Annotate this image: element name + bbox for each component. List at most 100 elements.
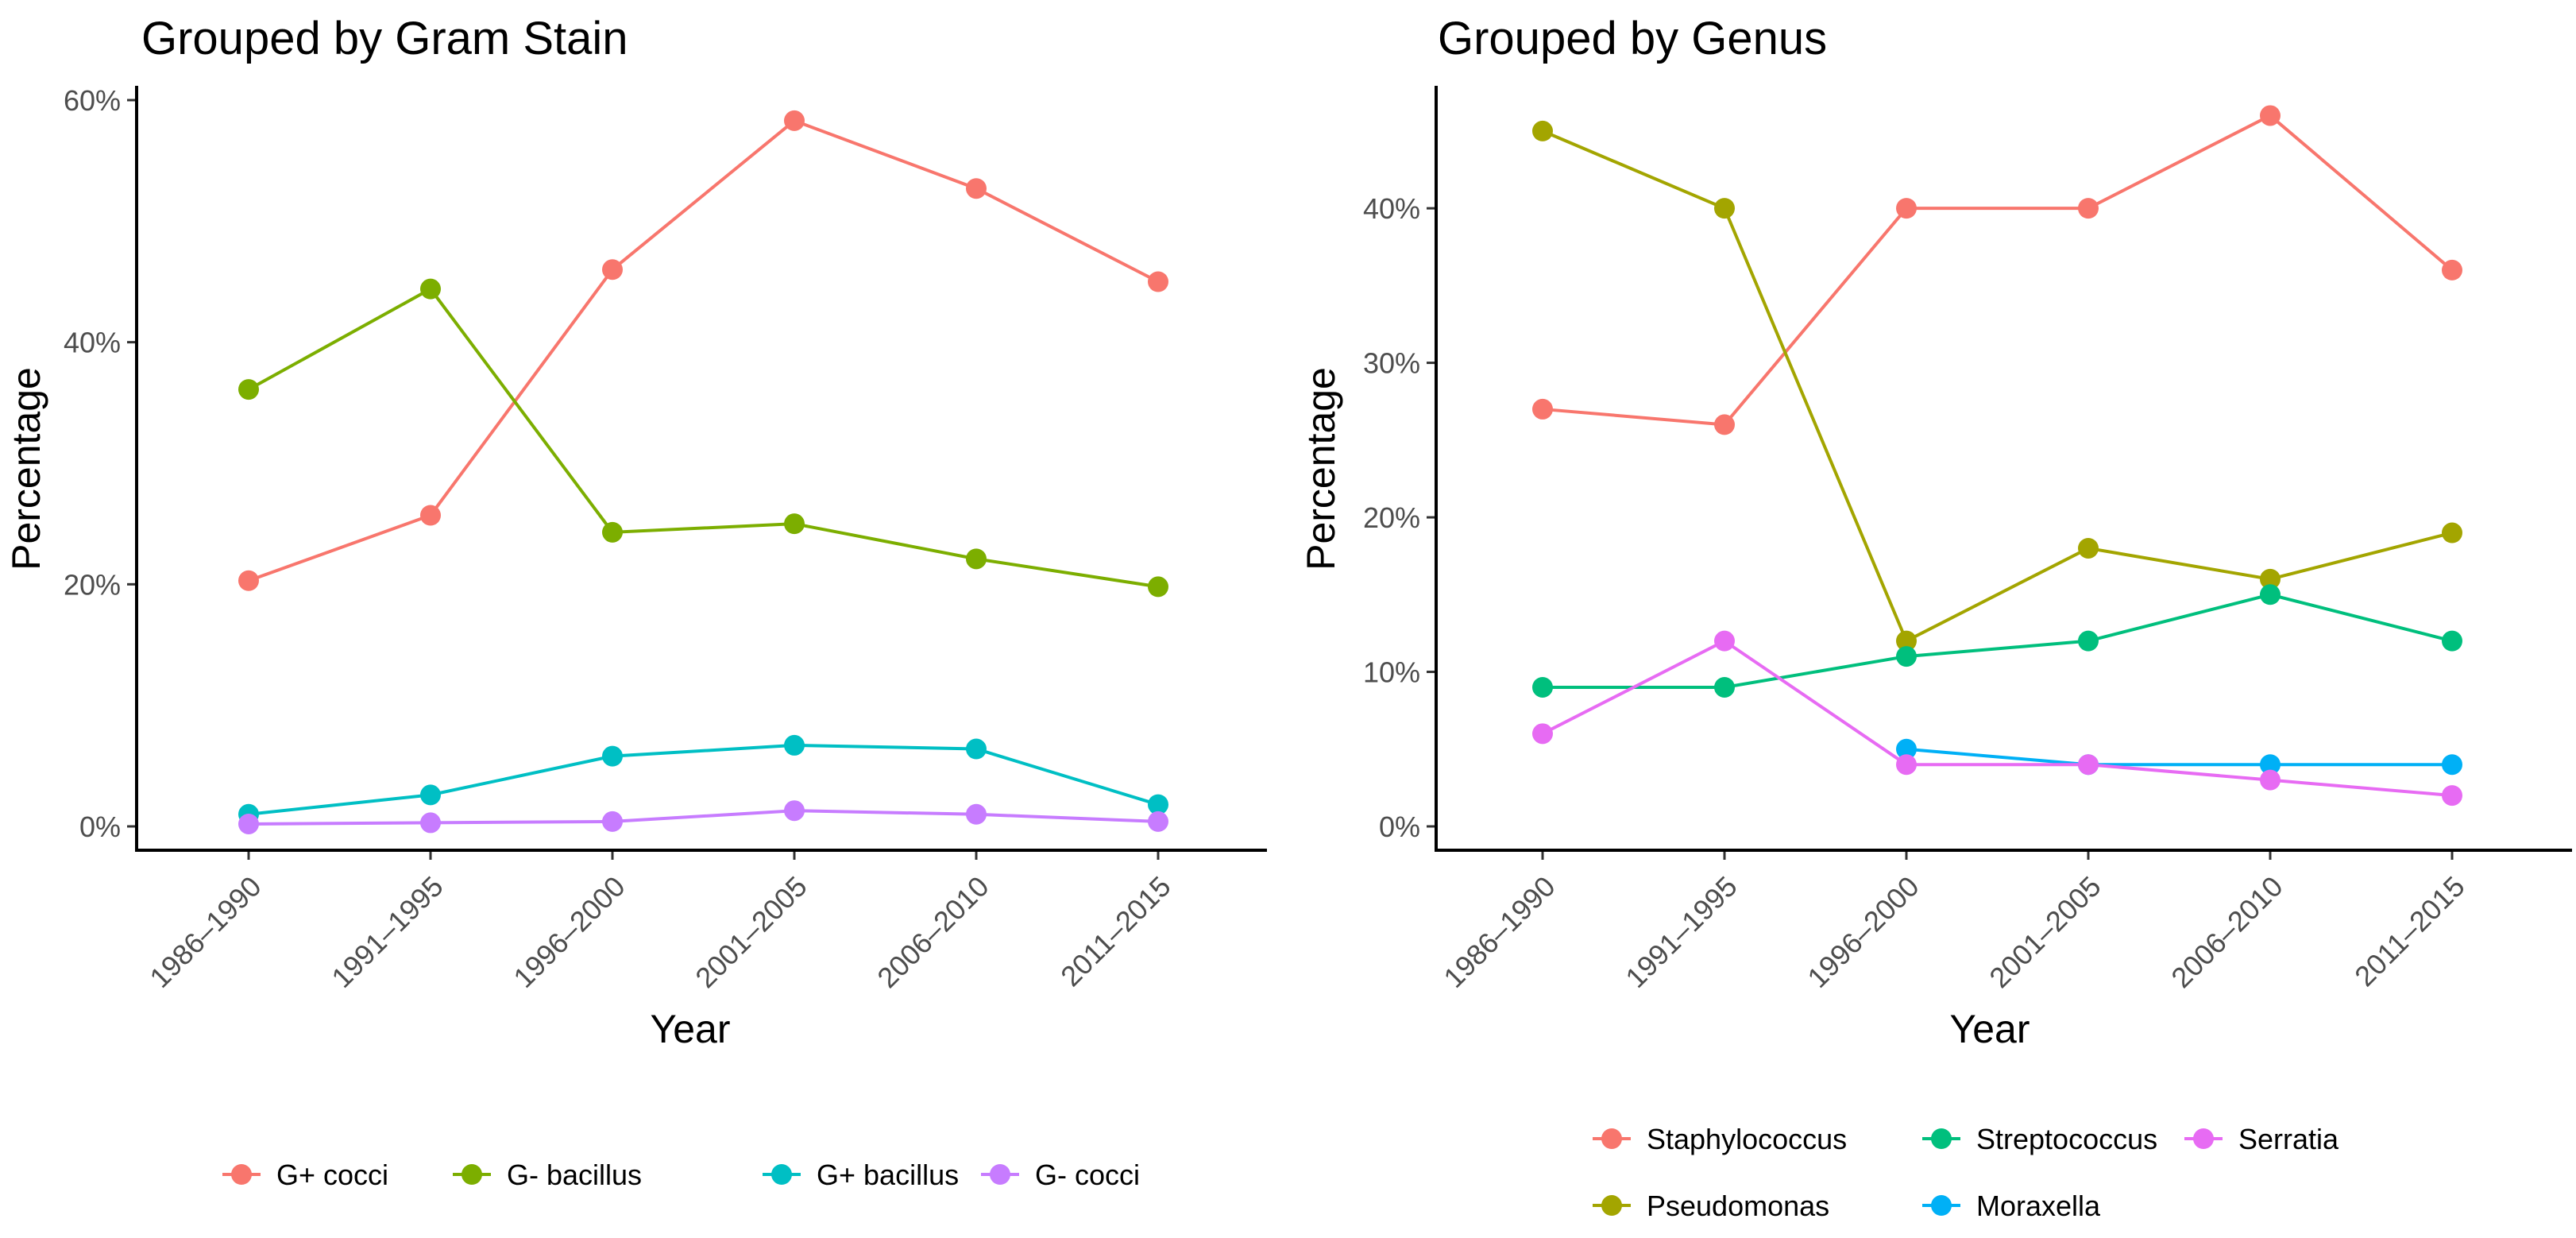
series-line — [1543, 593, 2453, 689]
data-point — [2260, 769, 2281, 791]
data-point — [1532, 398, 1553, 420]
data-point — [602, 521, 623, 543]
panel-genus: Grouped by Genus Percentage Year 0% 10% 20… — [1299, 13, 2572, 1222]
data-point — [602, 259, 623, 280]
series-line — [248, 743, 1159, 816]
x-tick-label: 1991–1995 — [325, 870, 449, 994]
data-point — [1532, 120, 1553, 141]
legend-label: Pseudomonas — [1647, 1190, 1829, 1222]
data-point — [2442, 259, 2462, 280]
legend-label: Moraxella — [1976, 1190, 2101, 1222]
series-line — [1906, 747, 2452, 767]
data-point — [238, 813, 259, 834]
data-point — [238, 379, 259, 400]
data-point — [2442, 754, 2462, 776]
data-point — [420, 278, 441, 300]
series-line — [248, 287, 1159, 589]
y-tick-label: 40% — [1363, 192, 1420, 225]
data-point — [1896, 738, 1917, 760]
series-line — [1542, 130, 2453, 644]
legend-key-point — [462, 1164, 482, 1185]
panel-gram-stain: Grouped by Gram Stain Percentage Year 0%… — [4, 13, 1267, 1191]
data-point — [2260, 584, 2281, 605]
x-axis-label: Year — [1949, 1007, 2030, 1051]
legend-key-point — [1601, 1195, 1622, 1216]
data-point — [784, 110, 805, 131]
series-line — [248, 809, 1159, 826]
x-tick-label: 2006–2010 — [2165, 870, 2288, 994]
data-point — [1148, 271, 1168, 292]
data-point — [420, 784, 441, 806]
x-tick-label: 2011–2015 — [2348, 870, 2471, 993]
data-point — [2260, 568, 2281, 590]
data-point — [2442, 785, 2462, 807]
x-tick-label: 2001–2005 — [689, 870, 813, 994]
legend-label: G+ bacillus — [817, 1159, 959, 1191]
legend-key-point — [2193, 1128, 2214, 1149]
legend-label: G- bacillus — [507, 1159, 642, 1191]
y-tick-label: 20% — [64, 568, 121, 601]
data-point — [1714, 676, 1735, 698]
data-point — [2260, 105, 2281, 126]
chart-title: Grouped by Genus — [1438, 13, 1827, 64]
x-tick-label: 1986–1990 — [1437, 870, 1561, 994]
x-tick-label: 1986–1990 — [143, 870, 267, 994]
data-point — [784, 513, 805, 535]
chart-title: Grouped by Gram Stain — [141, 13, 628, 64]
data-point — [2078, 630, 2099, 652]
data-point — [420, 505, 441, 526]
legend-label: Streptococcus — [1976, 1123, 2157, 1155]
y-axis-label: Percentage — [1299, 367, 1343, 571]
legend-label: G- cocci — [1035, 1159, 1140, 1191]
legend-key-point — [1931, 1128, 1952, 1149]
legend-label: Staphylococcus — [1647, 1123, 1847, 1155]
y-tick-label: 60% — [64, 84, 121, 117]
data-point — [1896, 630, 1917, 652]
data-point — [966, 738, 987, 760]
y-tick-label: 0% — [79, 811, 121, 843]
legend-key-point — [990, 1164, 1010, 1185]
data-point — [784, 800, 805, 822]
y-tick-label: 40% — [64, 327, 121, 359]
data-point — [1714, 198, 1735, 219]
data-point — [2078, 198, 2099, 219]
y-tick-label: 20% — [1363, 501, 1420, 534]
y-tick-label: 0% — [1379, 811, 1420, 843]
data-point — [1714, 414, 1735, 435]
legend-key-point — [771, 1164, 792, 1185]
x-tick-label: 1996–2000 — [1801, 870, 1925, 994]
data-point — [2442, 522, 2462, 544]
legend-key-point — [231, 1164, 252, 1185]
data-point — [1532, 723, 1553, 745]
data-point — [1532, 676, 1553, 698]
series-line — [248, 118, 1159, 582]
data-point — [1148, 811, 1168, 832]
data-point — [1714, 630, 1735, 652]
data-point — [602, 811, 623, 832]
data-point — [784, 734, 805, 756]
legend-label: G+ cocci — [276, 1159, 388, 1191]
x-tick-label: 1991–1995 — [1619, 870, 1743, 994]
x-tick-label: 2006–2010 — [871, 870, 994, 994]
series-line — [1542, 114, 2454, 427]
y-axis-label: Percentage — [4, 367, 48, 571]
data-point — [2078, 754, 2099, 776]
data-point — [238, 570, 259, 591]
x-tick-label: 2001–2005 — [1983, 870, 2107, 994]
data-point — [1896, 646, 1917, 667]
legend-label: Serratia — [2238, 1123, 2339, 1155]
legend: Staphylococcus Streptococcus Serratia Pseud… — [1593, 1123, 2339, 1222]
data-point — [420, 812, 441, 834]
x-tick-label: 1996–2000 — [507, 870, 631, 994]
x-axis-label: Year — [650, 1007, 730, 1051]
data-point — [1148, 794, 1168, 815]
legend: G+ cocci G- bacillus G+ bacillus G- cocci — [222, 1159, 1140, 1191]
data-point — [602, 745, 623, 767]
y-tick-label: 10% — [1363, 656, 1420, 689]
data-point — [2078, 537, 2099, 559]
x-tick-label: 2011–2015 — [1054, 870, 1177, 993]
data-point — [966, 548, 987, 570]
y-tick-label: 30% — [1363, 347, 1420, 380]
series-line — [1542, 639, 2453, 798]
